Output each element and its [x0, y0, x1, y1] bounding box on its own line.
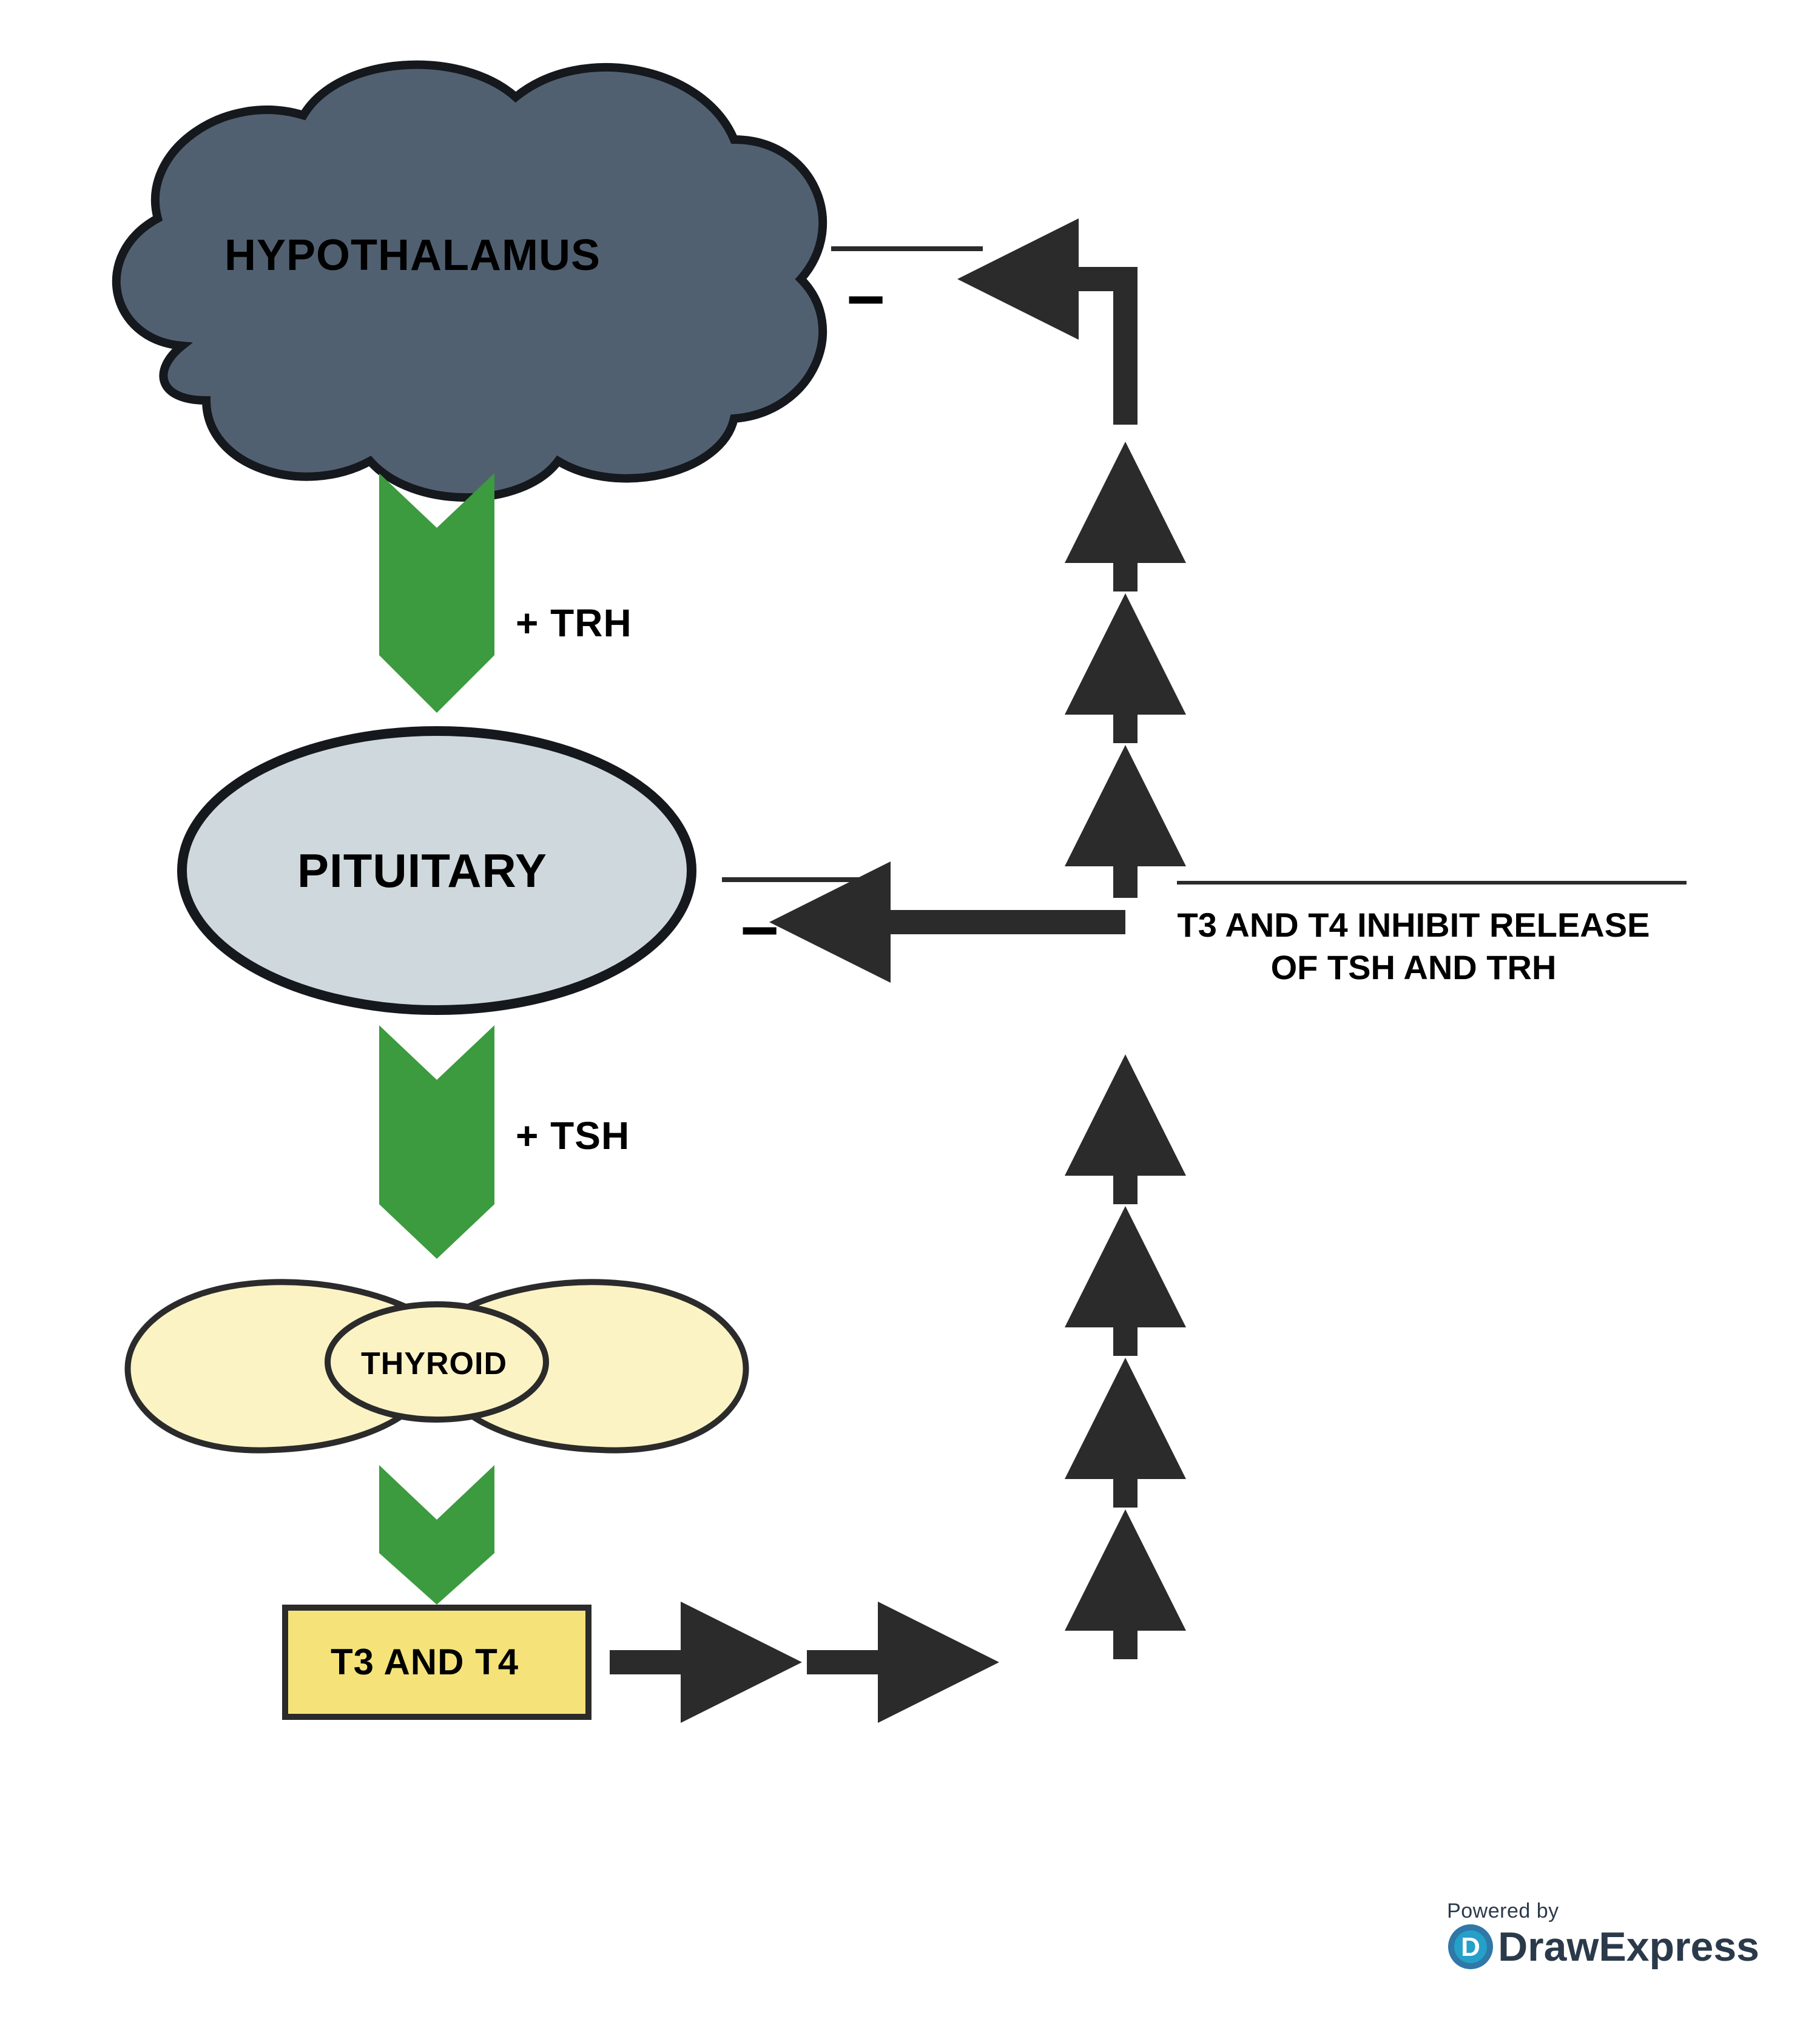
- hypothalamus-label: HYPOTHALAMUS: [224, 231, 601, 280]
- pituitary-label: PITUITARY: [297, 843, 547, 898]
- svg-text:D: D: [1461, 1932, 1480, 1962]
- thyroid-label: THYROID: [361, 1346, 507, 1382]
- thyroid-to-t3t4-arrow: [379, 1465, 494, 1605]
- pituitary-minus: −: [740, 892, 780, 969]
- watermark-powered: Powered by: [1447, 1899, 1759, 1923]
- trh-label: + TRH: [516, 601, 632, 645]
- feedback-to-hypothalamus-arrow: [1001, 279, 1125, 425]
- tsh-arrow: [379, 1025, 494, 1259]
- hypothalamus-minus: −: [846, 261, 886, 338]
- tsh-label: + TSH: [516, 1113, 630, 1158]
- feedback-text: T3 AND T4 INHIBIT RELEASE OF TSH AND TRH: [1177, 904, 1650, 989]
- watermark: Powered by D DrawExpress: [1447, 1899, 1759, 1973]
- hypothalamus-node: [116, 65, 823, 497]
- watermark-brand: DrawExpress: [1498, 1923, 1759, 1970]
- t3t4-label: T3 AND T4: [331, 1641, 519, 1683]
- drawexpress-logo-icon: D: [1447, 1923, 1494, 1970]
- trh-arrow: [379, 473, 494, 713]
